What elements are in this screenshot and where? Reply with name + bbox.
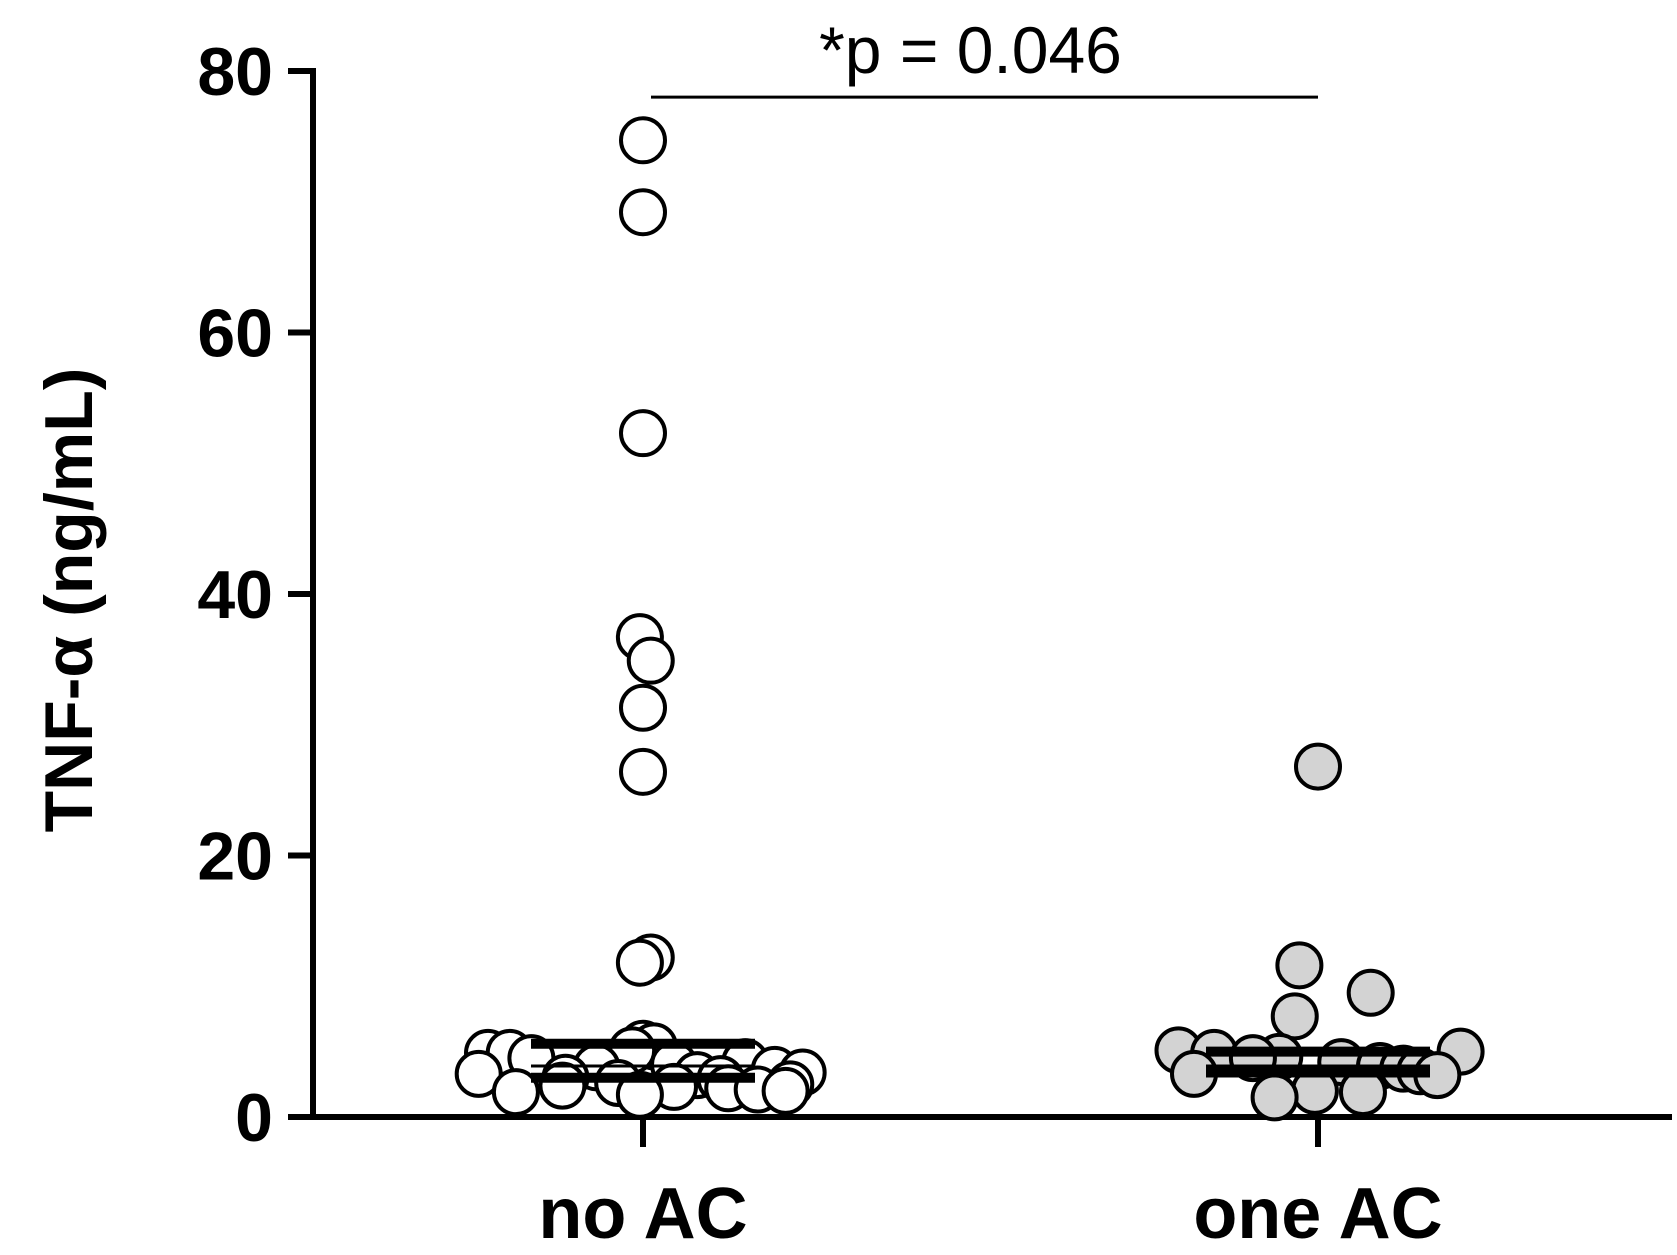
- y-axis-label: TNF-α (ng/mL): [31, 368, 107, 833]
- data-point: [1294, 742, 1342, 791]
- data-point: [761, 1066, 810, 1115]
- y-tick-label: 60: [197, 296, 273, 372]
- data-point: [1275, 941, 1324, 990]
- significance-annotation: *p = 0.046: [651, 13, 1318, 99]
- data-point: [615, 938, 664, 987]
- data-point: [615, 1070, 664, 1119]
- data-point: [619, 747, 667, 796]
- data-points: [454, 116, 1485, 1122]
- y-tick-label: 0: [235, 1080, 273, 1156]
- axes: [310, 68, 1672, 1147]
- y-tick-label: 80: [197, 34, 273, 110]
- data-point: [538, 1061, 587, 1110]
- data-point: [619, 683, 667, 732]
- y-tick-label: 40: [197, 557, 273, 633]
- y-ticks: 0 20 40 60 80: [197, 34, 313, 1156]
- data-point: [619, 409, 667, 458]
- significance-label: *p = 0.046: [819, 13, 1122, 87]
- x-category-label: one AC: [1193, 1174, 1442, 1254]
- data-point: [626, 636, 675, 685]
- data-point: [1250, 1073, 1299, 1122]
- data-point: [619, 116, 667, 165]
- data-point: [491, 1068, 540, 1117]
- y-tick-label: 20: [197, 819, 273, 895]
- x-category-label: no AC: [538, 1174, 747, 1254]
- data-point: [1270, 992, 1319, 1041]
- summary-bars: [531, 1038, 1430, 1083]
- data-point: [1346, 968, 1395, 1017]
- x-category-labels: no AC one AC: [538, 1174, 1442, 1254]
- data-point: [619, 188, 667, 237]
